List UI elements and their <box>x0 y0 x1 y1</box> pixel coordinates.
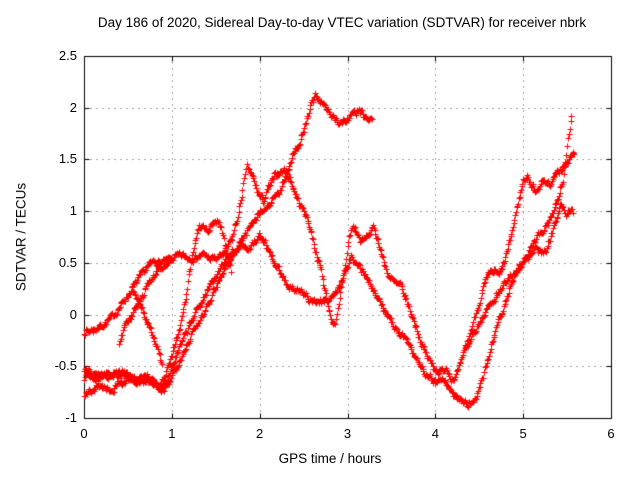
x-axis-title: GPS time / hours <box>278 451 382 466</box>
y-tick-label: -1 <box>65 410 77 425</box>
x-tick-label: 3 <box>343 426 352 441</box>
y-tick-label: -0.5 <box>54 358 77 374</box>
x-tick-label: 6 <box>607 426 615 441</box>
x-tick-label: 1 <box>168 426 176 441</box>
x-tick-label: 0 <box>80 426 88 441</box>
y-tick-label: 1 <box>69 203 77 219</box>
y-tick-label: 0 <box>69 306 77 322</box>
x-tick-label: 4 <box>431 426 439 441</box>
x-tick-label: 2 <box>256 426 264 441</box>
y-tick-label: 1.5 <box>58 151 77 167</box>
y-tick-label: 2 <box>69 99 77 115</box>
chart-title: Day 186 of 2020, Sidereal Day-to-day VTE… <box>97 15 587 30</box>
y-axis-title: SDTVAR / TECUs <box>13 182 29 292</box>
y-tick-label: 0.5 <box>58 254 77 270</box>
y-tick-label: 2.5 <box>58 48 77 63</box>
x-tick-label: 5 <box>519 426 527 441</box>
